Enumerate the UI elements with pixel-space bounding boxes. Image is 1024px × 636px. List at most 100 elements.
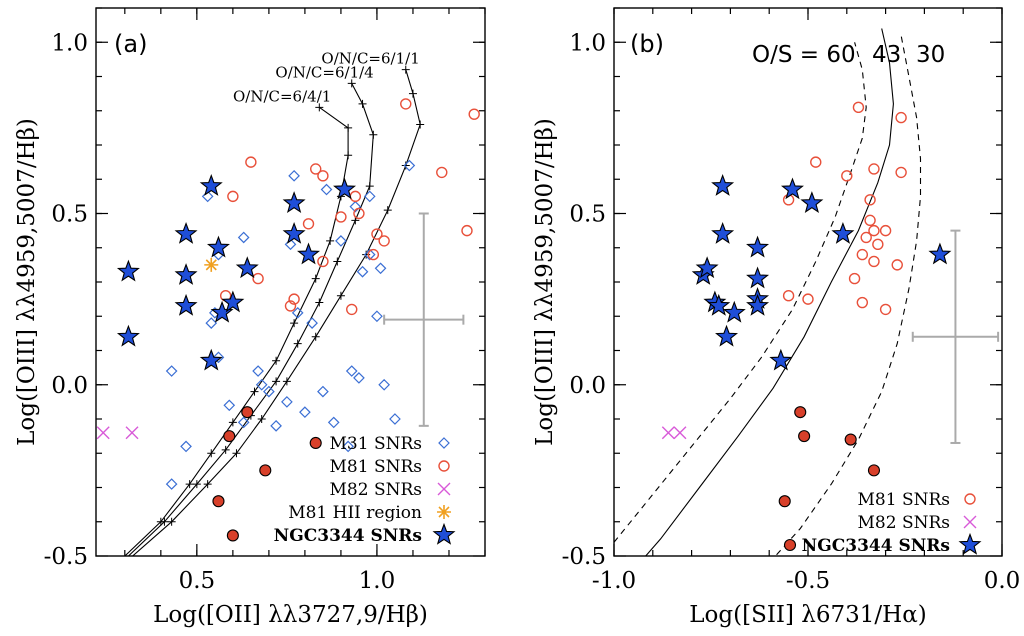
- legend-marker-star: [958, 532, 982, 555]
- model-grid-point: [336, 291, 345, 300]
- data-point-star: [333, 177, 357, 200]
- data-point-circle: [252, 272, 264, 285]
- model-grid-point: [344, 151, 353, 160]
- model-grid-point: [401, 161, 410, 170]
- data-point-circle: [317, 255, 329, 268]
- plot-area: [614, 28, 1000, 556]
- data-point-diamond: [180, 440, 192, 453]
- data-point-diamond: [320, 183, 333, 196]
- model-line: [644, 28, 894, 556]
- data-point-circle: [841, 170, 853, 182]
- data-point-star: [711, 174, 735, 196]
- legend-marker-asterisk: [437, 505, 451, 519]
- data-point-diamond: [201, 190, 214, 203]
- model-grid-point: [232, 449, 241, 458]
- data-point-circle: [378, 235, 390, 247]
- data-point-diamond: [237, 416, 250, 429]
- data-point-diamond: [317, 385, 329, 398]
- data-point-diamond: [345, 365, 358, 377]
- data-point-star: [199, 348, 223, 371]
- model-label: O/N/C=6/1/1: [321, 50, 419, 68]
- data-point-dot: [212, 495, 225, 508]
- data-point-star: [282, 221, 306, 244]
- model-grid-point: [117, 559, 125, 567]
- data-point-diamond: [212, 351, 225, 364]
- model-grid-point: [383, 206, 392, 215]
- data-point-asterisk: [204, 257, 219, 272]
- data-point-circle: [864, 194, 876, 206]
- data-point-dot: [259, 464, 272, 477]
- model-grid-point: [221, 445, 230, 454]
- data-point-diamond: [363, 190, 376, 203]
- model-grid-point: [344, 123, 353, 132]
- model-grid-point: [282, 377, 291, 386]
- legend-label: M81 HII region: [288, 503, 422, 523]
- y-tick-label: -0.5: [44, 544, 88, 570]
- data-point-diamond: [223, 399, 236, 412]
- os-value: 30: [916, 42, 945, 68]
- data-point-cross: [125, 426, 139, 440]
- y-tick-label: 0.0: [51, 373, 88, 399]
- data-point-star: [116, 324, 140, 347]
- model-grid-point: [160, 517, 169, 526]
- data-point-circle: [895, 111, 907, 124]
- legend-label: NGC3344 SNRs: [802, 536, 950, 556]
- data-point-dot: [241, 406, 254, 419]
- data-point-circle: [353, 207, 365, 220]
- data-point-dot: [794, 406, 807, 419]
- plot-area: [96, 65, 480, 567]
- data-point-diamond: [281, 396, 293, 408]
- data-point-circle: [346, 303, 358, 316]
- data-point-diamond: [327, 416, 340, 429]
- data-point-dot: [844, 433, 857, 446]
- model-grid-point: [416, 120, 425, 129]
- data-point-dot: [309, 436, 322, 450]
- data-point-circle: [227, 190, 239, 203]
- model-grid-point: [290, 319, 299, 328]
- data-point-diamond: [349, 200, 362, 213]
- data-point-star: [174, 221, 198, 244]
- data-point-star: [780, 177, 804, 200]
- legend-label: M31 SNRs: [330, 434, 423, 454]
- data-point-diamond: [335, 235, 347, 247]
- data-point-diamond: [205, 317, 218, 329]
- data-point-circle: [868, 224, 880, 237]
- os-value: 43: [872, 42, 901, 68]
- legend-marker-dot: [783, 538, 797, 552]
- model-label: O/N/C=6/4/1: [233, 87, 331, 105]
- model-grid-point: [207, 449, 216, 458]
- y-tick-label: 0.0: [569, 373, 606, 399]
- data-point-circle: [310, 163, 322, 175]
- data-point-circle: [461, 224, 473, 237]
- model-grid-point: [167, 517, 176, 526]
- model-grid-point: [293, 339, 302, 348]
- y-tick-label: -0.5: [562, 544, 606, 570]
- model-grid-point: [272, 377, 281, 386]
- data-point-star: [722, 300, 746, 323]
- data-point-circle: [879, 224, 892, 237]
- legend-label: M82 SNRs: [330, 480, 423, 500]
- data-point-circle: [891, 259, 903, 271]
- data-point-cross: [661, 426, 675, 440]
- data-point-diamond: [288, 169, 300, 182]
- model-grid-point: [315, 103, 324, 112]
- data-point-star: [282, 191, 306, 213]
- data-point-diamond: [342, 440, 354, 453]
- data-point-circle: [879, 303, 892, 316]
- data-point-diamond: [263, 385, 275, 398]
- panel-a: -0.5 0.0 0.5 1.0 0.5 1.0 Log([OII] λλ3727,9/Hβ…: [14, 7, 486, 628]
- legend-marker-star: [432, 522, 456, 545]
- x-tick-label: -0.5: [786, 568, 830, 594]
- data-point-diamond: [306, 317, 318, 329]
- data-point-circle: [856, 248, 869, 261]
- legend-label: NGC3344 SNRs: [274, 526, 422, 546]
- legend-marker-cross: [437, 482, 451, 496]
- data-point-dot: [867, 464, 881, 477]
- model-grid-point: [192, 480, 201, 489]
- data-point-dot: [226, 529, 239, 542]
- model-grid-point: [228, 418, 237, 427]
- legend-label: M81 SNRs: [858, 490, 951, 510]
- data-point-star: [174, 263, 198, 285]
- data-point-circle: [367, 248, 380, 261]
